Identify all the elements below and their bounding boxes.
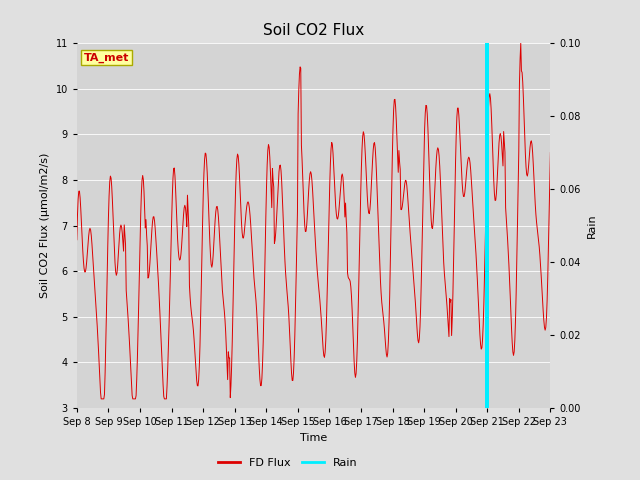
Bar [485,43,489,408]
Y-axis label: Rain: Rain [586,213,596,238]
Title: Soil CO2 Flux: Soil CO2 Flux [263,23,364,38]
Legend: FD Flux, Rain: FD Flux, Rain [214,453,362,472]
Text: TA_met: TA_met [84,52,129,62]
Y-axis label: Soil CO2 Flux (μmol/m2/s): Soil CO2 Flux (μmol/m2/s) [40,153,50,298]
X-axis label: Time: Time [300,432,327,443]
